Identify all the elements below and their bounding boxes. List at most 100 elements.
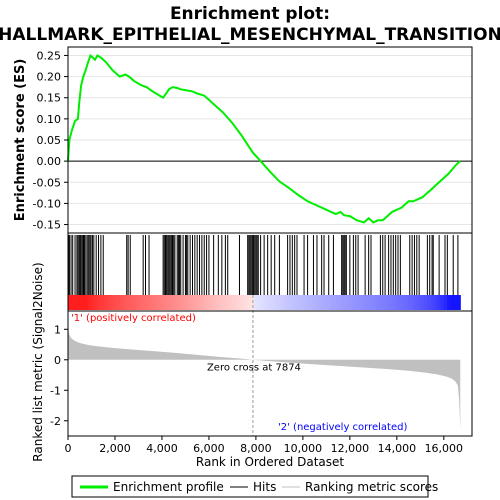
- chart-title-line2: HALLMARK_EPITHELIAL_MESENCHYMAL_TRANSITI…: [0, 25, 500, 45]
- color-bar-segment: [378, 295, 383, 310]
- color-bar-segment: [358, 295, 363, 310]
- rank-y-tick-label: 0: [54, 354, 61, 367]
- es-y-tick-label: 0.15: [37, 92, 62, 105]
- hit-lines: [67, 235, 459, 295]
- x-tick-label: 12,000: [331, 442, 370, 455]
- color-bar-segment: [215, 295, 219, 310]
- color-bar-segment: [90, 295, 95, 310]
- color-bar-segment: [169, 295, 174, 310]
- es-y-tick-label: -0.15: [33, 219, 61, 232]
- color-bar-segment: [87, 295, 92, 310]
- color-bar-segment: [296, 295, 301, 310]
- color-bar-segment: [146, 295, 151, 310]
- color-bar-segment: [273, 295, 278, 310]
- x-tick-label: 10,000: [284, 442, 323, 455]
- color-bar-segment: [280, 295, 285, 310]
- color-bar-segment: [81, 295, 85, 310]
- color-bar-segment: [303, 295, 308, 310]
- color-bar-segment: [198, 295, 203, 310]
- x-tick-label: 4,000: [146, 442, 178, 455]
- color-bar-segment: [414, 295, 419, 310]
- legend: Enrichment profile Hits Ranking metric s…: [71, 475, 438, 498]
- legend-hits-label: Hits: [253, 480, 276, 494]
- color-bar-segment: [404, 295, 409, 310]
- es-y-tick-label: 0.10: [37, 113, 62, 126]
- color-bar-segment: [332, 295, 337, 310]
- color-bar-segment: [139, 295, 144, 310]
- es-grid: [68, 54, 472, 226]
- es-panel: -0.15-0.10-0.050.000.050.100.150.200.25 …: [13, 46, 473, 234]
- color-bar-segment: [329, 295, 334, 310]
- color-bar-segment: [74, 295, 79, 310]
- color-bar-segment: [77, 295, 82, 310]
- color-bar-segment: [375, 295, 380, 310]
- color-bar-segment: [172, 295, 177, 310]
- color-bar-segment: [202, 295, 206, 310]
- rank-y-tick-label: -2: [50, 415, 61, 428]
- color-bar-segment: [159, 295, 164, 310]
- color-bar-segment: [97, 295, 102, 310]
- color-bar-segment: [156, 295, 161, 310]
- color-bar-segment: [254, 295, 259, 310]
- color-bar-segment: [182, 295, 187, 310]
- color-bar-segment: [126, 295, 131, 310]
- x-tick-label: 8,000: [240, 442, 272, 455]
- rank-x-ticks: 0 2,000 4,000 6,000 8,000 10,000 12,000 14,000 1…: [65, 436, 464, 455]
- color-bar-segment: [309, 295, 314, 310]
- color-bar-segment: [110, 295, 115, 310]
- color-bar-segment: [185, 295, 190, 310]
- color-bar-segment: [237, 295, 242, 310]
- color-bar-segment: [211, 295, 216, 310]
- enrichment-profile-line: [67, 53, 461, 224]
- color-bar-segment: [398, 295, 403, 310]
- color-bar-segment: [319, 295, 324, 310]
- color-bar-segment: [352, 295, 357, 310]
- rank-y-tick-label: 1: [54, 323, 61, 336]
- color-bar-segment: [381, 295, 386, 310]
- es-y-tick-label: 0.05: [37, 134, 62, 147]
- color-bar-segment: [345, 295, 350, 310]
- color-bar-segment: [411, 295, 416, 310]
- color-bar-segment: [264, 295, 268, 310]
- correlation-color-bar: [68, 295, 461, 310]
- color-bar-segment: [270, 295, 275, 310]
- color-bar-segment: [450, 295, 455, 310]
- es-y-tick-label: 0.25: [37, 49, 62, 62]
- color-bar-segment: [421, 295, 425, 310]
- color-bar-segment: [371, 295, 376, 310]
- es-y-tick-label: 0.20: [37, 71, 62, 84]
- color-bar-segment: [290, 295, 295, 310]
- chart-title-line1: Enrichment plot:: [170, 4, 330, 24]
- color-bar-segment: [257, 295, 262, 310]
- color-bar-segment: [130, 295, 134, 310]
- es-y-tick-label: -0.05: [33, 176, 61, 189]
- color-bar-segment: [103, 295, 108, 310]
- color-bar-segment: [123, 295, 128, 310]
- color-bar-segment: [166, 295, 170, 310]
- color-bar-segment: [287, 295, 291, 310]
- color-bar-segment: [365, 295, 370, 310]
- hits-panel: [67, 232, 473, 312]
- color-bar-segment: [231, 295, 236, 310]
- es-y-tick-label: 0.00: [37, 155, 62, 168]
- color-bar-segment: [437, 295, 442, 310]
- color-bar-segment: [260, 295, 265, 310]
- color-bar-segment: [339, 295, 344, 310]
- color-bar-segment: [221, 295, 226, 310]
- color-bar-segment: [152, 295, 157, 310]
- x-tick-label: 0: [65, 442, 72, 455]
- color-bar-segment: [241, 295, 246, 310]
- color-bar-segment: [136, 295, 141, 310]
- color-bar-segment: [306, 295, 311, 310]
- color-bar-segment: [336, 295, 340, 310]
- x-axis-label: Rank in Ordered Dataset: [196, 455, 344, 469]
- color-bar-segment: [447, 295, 452, 310]
- color-bar-segment: [300, 295, 304, 310]
- color-bar-segment: [71, 295, 76, 310]
- legend-box: [71, 475, 429, 498]
- rank-y-axis-label: Ranked list metric (Signal2Noise): [31, 262, 45, 461]
- zero-cross-label: Zero cross at 7874: [207, 362, 301, 373]
- color-bar-segment: [277, 295, 282, 310]
- x-tick-label: 16,000: [425, 442, 464, 455]
